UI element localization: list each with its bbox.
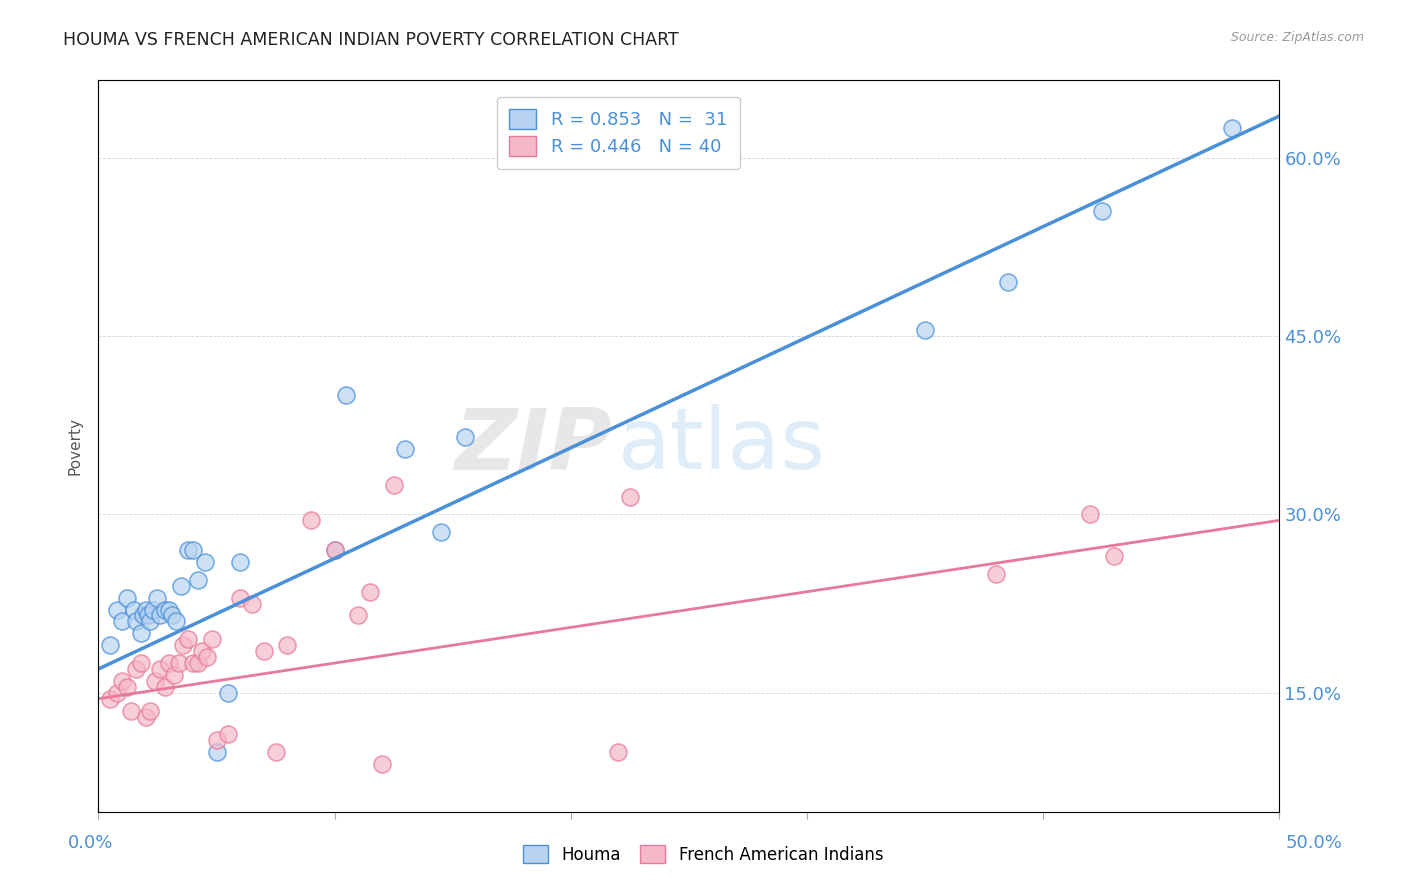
Point	[394, 442, 416, 456]
Point	[111, 615, 134, 629]
Point	[121, 704, 143, 718]
Point	[136, 608, 159, 623]
Point	[177, 543, 200, 558]
Point	[125, 662, 148, 676]
Point	[195, 650, 218, 665]
Point	[98, 691, 121, 706]
Point	[187, 573, 209, 587]
Point	[181, 656, 204, 670]
Point	[115, 591, 138, 605]
Point	[1091, 204, 1114, 219]
Point	[229, 555, 252, 569]
Point	[149, 662, 172, 676]
Point	[205, 745, 228, 759]
Point	[914, 323, 936, 337]
Text: 50.0%: 50.0%	[1286, 834, 1343, 852]
Point	[135, 602, 157, 616]
Point	[122, 602, 145, 616]
Point	[143, 673, 166, 688]
Point	[347, 608, 370, 623]
Point	[299, 513, 322, 527]
Point	[607, 745, 630, 759]
Point	[619, 490, 641, 504]
Legend: R = 0.853   N =  31, R = 0.446   N = 40: R = 0.853 N = 31, R = 0.446 N = 40	[496, 96, 740, 169]
Point	[129, 626, 152, 640]
Point	[135, 709, 157, 723]
Point	[323, 543, 346, 558]
Text: ZIP: ZIP	[454, 404, 612, 488]
Point	[1220, 120, 1243, 135]
Point	[371, 757, 394, 772]
Point	[276, 638, 298, 652]
Point	[167, 656, 190, 670]
Point	[115, 680, 138, 694]
Point	[98, 638, 121, 652]
Point	[229, 591, 252, 605]
Point	[217, 686, 239, 700]
Legend: Houma, French American Indians: Houma, French American Indians	[516, 838, 890, 871]
Point	[187, 656, 209, 670]
Point	[125, 615, 148, 629]
Point	[264, 745, 287, 759]
Point	[323, 543, 346, 558]
Point	[335, 388, 357, 402]
Point	[181, 543, 204, 558]
Point	[240, 597, 263, 611]
Y-axis label: Poverty: Poverty	[67, 417, 83, 475]
Point	[253, 644, 276, 658]
Point	[146, 591, 169, 605]
Point	[177, 632, 200, 647]
Point	[170, 579, 193, 593]
Point	[132, 608, 155, 623]
Point	[153, 680, 176, 694]
Point	[149, 608, 172, 623]
Text: atlas: atlas	[619, 404, 827, 488]
Point	[172, 638, 194, 652]
Point	[157, 656, 180, 670]
Point	[139, 615, 162, 629]
Point	[1102, 549, 1125, 563]
Point	[201, 632, 224, 647]
Point	[217, 727, 239, 741]
Point	[191, 644, 214, 658]
Point	[105, 686, 128, 700]
Point	[157, 602, 180, 616]
Text: HOUMA VS FRENCH AMERICAN INDIAN POVERTY CORRELATION CHART: HOUMA VS FRENCH AMERICAN INDIAN POVERTY …	[63, 31, 679, 49]
Point	[205, 733, 228, 747]
Point	[111, 673, 134, 688]
Point	[984, 566, 1007, 581]
Point	[359, 584, 381, 599]
Point	[129, 656, 152, 670]
Point	[382, 477, 405, 491]
Point	[163, 668, 186, 682]
Point	[453, 430, 475, 444]
Point	[430, 525, 453, 540]
Point	[160, 608, 183, 623]
Point	[1080, 508, 1102, 522]
Text: 0.0%: 0.0%	[67, 834, 112, 852]
Point	[142, 602, 165, 616]
Point	[105, 602, 128, 616]
Point	[153, 602, 176, 616]
Point	[194, 555, 217, 569]
Point	[997, 276, 1019, 290]
Text: Source: ZipAtlas.com: Source: ZipAtlas.com	[1230, 31, 1364, 45]
Point	[139, 704, 162, 718]
Point	[165, 615, 187, 629]
